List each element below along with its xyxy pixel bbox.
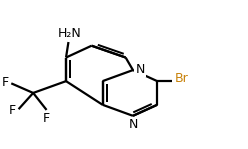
Text: N: N (135, 63, 145, 76)
Text: F: F (43, 112, 50, 125)
Text: N: N (128, 118, 138, 131)
Text: F: F (2, 76, 9, 89)
Text: Br: Br (174, 72, 188, 85)
Text: H₂N: H₂N (58, 27, 82, 40)
Text: F: F (9, 104, 16, 117)
